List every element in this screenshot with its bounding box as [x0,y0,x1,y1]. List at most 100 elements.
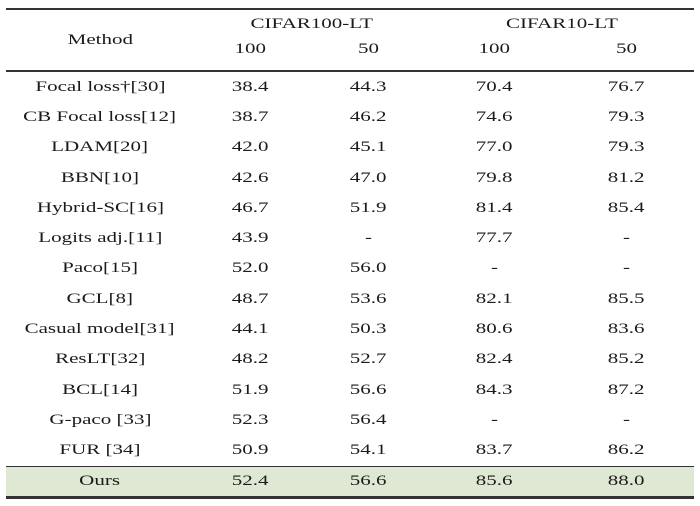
value-cell: 50.9 [231,442,269,459]
value-cell: 85.5 [607,290,645,307]
method-cell: CB Focal loss[12] [23,108,177,125]
value-cell: - [490,411,498,428]
value-cell: 79.3 [607,139,645,156]
header-sub-row: 100 50 100 50 [6,38,695,72]
value-cell: 74.6 [475,108,513,125]
table-header: Method CIFAR100-LT CIFAR10-LT 100 50 100… [6,9,695,72]
value-cell: 56.6 [349,381,387,398]
table-row: Logits adj.[11] 43.9 - 77.7 - [6,223,694,253]
method-column-header: Method [6,9,194,72]
value-cell: 52.7 [349,351,387,368]
subcol-cifar100lt-100: 100 [194,38,306,72]
value-cell: - [622,230,630,247]
value-cell: 84.3 [475,381,513,398]
value-cell: 38.4 [231,78,269,95]
method-cell: Casual model[31] [25,321,175,338]
value-cell: 47.0 [349,169,387,186]
subcol-cifar10lt-100: 100 [430,38,559,72]
value-cell: - [364,230,372,247]
value-cell: - [622,260,630,277]
table-row: Focal loss†[30] 38.4 44.3 70.4 76.7 [6,71,694,102]
value-cell: 85.2 [607,351,645,368]
method-cell: Logits adj.[11] [37,230,163,247]
value-cell: - [490,260,498,277]
value-cell: 87.2 [607,381,645,398]
table-row: BCL[14] 51.9 56.6 84.3 87.2 [6,375,694,405]
method-cell: GCL[8] [66,290,134,307]
method-cell: FUR [34] [59,442,141,459]
value-cell: 52.4 [194,465,306,498]
value-cell: 44.3 [349,78,387,95]
table-row: LDAM[20] 42.0 45.1 77.0 79.3 [6,133,694,163]
group-header-cifar100lt: CIFAR100-LT [194,9,430,38]
method-cell: LDAM[20] [51,139,149,156]
cifar100lt-label: CIFAR100-LT [250,15,374,32]
method-cell: G-paco [33] [48,411,152,428]
value-cell: 53.6 [349,290,387,307]
value-cell: 51.9 [231,381,269,398]
value-cell: 43.9 [231,230,269,247]
value-cell: 80.6 [475,321,513,338]
value-cell: - [622,411,630,428]
benchmark-results-table: Method CIFAR100-LT CIFAR10-LT 100 50 100… [6,8,695,499]
value-cell: 81.2 [607,169,645,186]
header-group-row: Method CIFAR100-LT CIFAR10-LT [6,9,694,72]
value-cell: 76.7 [607,78,645,95]
method-cell: ResLT[32] [54,351,146,368]
value-cell: 82.1 [475,290,513,307]
value-cell: 77.0 [475,139,513,156]
value-cell: 54.1 [349,442,387,459]
value-cell: 83.7 [475,442,513,459]
table-row-ours-highlighted: Ours 52.4 56.6 85.6 88.0 [6,465,695,498]
value-cell: 46.7 [231,199,269,216]
value-cell: 85.4 [607,199,645,216]
value-cell: 82.4 [475,351,513,368]
value-cell: 52.0 [231,260,269,277]
table-row: FUR [34] 50.9 54.1 83.7 86.2 [6,436,694,467]
value-cell: 77.7 [475,230,513,247]
method-header-label: Method [67,31,133,48]
group-header-cifar10lt: CIFAR10-LT [430,9,694,38]
table-row: Paco[15] 52.0 56.0 - - [6,254,694,284]
value-cell: 79.3 [607,108,645,125]
value-cell: 46.2 [349,108,387,125]
table-row: G-paco [33] 52.3 56.4 - - [6,405,694,435]
subcol-cifar100lt-50: 50 [306,38,431,72]
value-cell: 48.2 [231,351,269,368]
value-cell: 42.0 [231,139,269,156]
value-cell: 70.4 [475,78,513,95]
table-row: CB Focal loss[12] 38.7 46.2 74.6 79.3 [6,102,694,132]
value-cell: 81.4 [475,199,513,216]
value-cell: 79.8 [475,169,513,186]
value-cell: 86.2 [607,442,645,459]
value-cell: 38.7 [231,108,269,125]
table-row: Hybrid-SC[16] 46.7 51.9 81.4 85.4 [6,193,694,223]
method-cell: Ours [6,465,194,498]
value-cell: 83.6 [607,321,645,338]
value-cell: 51.9 [349,199,387,216]
value-cell: 56.4 [349,411,387,428]
method-cell: Hybrid-SC[16] [36,199,164,216]
table-row: GCL[8] 48.7 53.6 82.1 85.5 [6,284,694,314]
cifar10lt-label: CIFAR10-LT [506,15,619,32]
table-row: BBN[10] 42.6 47.0 79.8 81.2 [6,163,694,193]
value-cell: 48.7 [231,290,269,307]
value-cell: 52.3 [231,411,269,428]
method-cell: Paco[15] [62,260,138,277]
value-cell: 44.1 [231,321,269,338]
value-cell: 88.0 [558,465,695,498]
value-cell: 85.6 [430,465,559,498]
value-cell: 50.3 [349,321,387,338]
value-cell: 42.6 [231,169,269,186]
table-row: Casual model[31] 44.1 50.3 80.6 83.6 [6,314,694,344]
method-cell: Focal loss†[30] [34,78,166,95]
subcol-cifar10lt-50: 50 [558,38,695,72]
method-cell: BBN[10] [60,169,140,186]
table-row: ResLT[32] 48.2 52.7 82.4 85.2 [6,345,694,375]
value-cell: 45.1 [349,139,387,156]
method-cell: BCL[14] [62,381,138,398]
table-body: Focal loss†[30] 38.4 44.3 70.4 76.7 CB F… [6,71,695,498]
value-cell: 56.0 [349,260,387,277]
value-cell: 56.6 [306,465,431,498]
